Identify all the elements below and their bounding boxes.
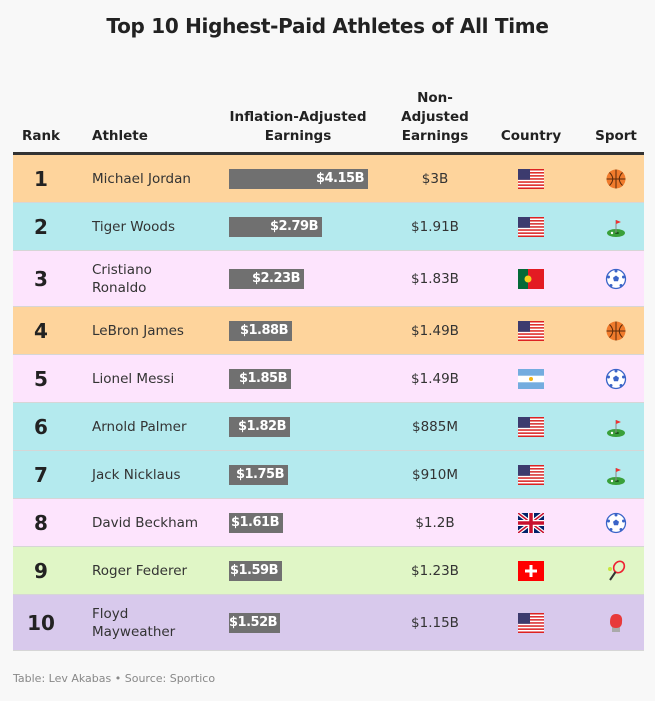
non-adjusted-earnings: $910M <box>411 466 458 483</box>
flag-gb-icon <box>516 510 546 535</box>
soccer-icon <box>605 512 627 534</box>
table-row: 7 Jack Nicklaus $1.75B $910M <box>13 451 644 499</box>
source-credit: Table: Lev Akabas • Source: Sportico <box>13 672 216 685</box>
table-row: 5 Lionel Messi $1.85B $1.49B <box>13 355 644 403</box>
tennis-icon <box>605 560 627 582</box>
flag-us-icon <box>518 464 544 485</box>
rank-cell: 8 <box>34 510 48 535</box>
athlete-name: Michael Jordan <box>92 170 191 187</box>
non-adjusted-earnings: $1.83B <box>411 270 459 287</box>
inflation-adjusted-bar: $2.79B <box>229 216 322 237</box>
flag-us-icon <box>518 416 544 437</box>
rank-cell: 10 <box>27 610 55 635</box>
header-rank: Rank <box>21 128 61 144</box>
table-row: 4 LeBron James $1.88B $1.49B <box>13 307 644 355</box>
golf-icon <box>605 216 627 238</box>
table-row: 3 Cristiano Ronaldo $2.23B $1.83B <box>13 251 644 307</box>
non-adjusted-earnings: $885M <box>411 418 458 435</box>
soccer-icon <box>605 368 627 390</box>
inflation-adjusted-bar: $1.82B <box>229 416 290 437</box>
inflation-adjusted-bar: $1.85B <box>229 368 291 389</box>
table-row: 2 Tiger Woods $2.79B $1.91B <box>13 203 644 251</box>
golf-icon <box>605 464 627 486</box>
boxing-icon <box>605 612 627 634</box>
inflation-adjusted-bar: $1.61B <box>229 512 283 533</box>
table-row: 9 Roger Federer $1.59B $1.23B <box>13 547 644 595</box>
inflation-adjusted-bar: $1.88B <box>229 320 292 341</box>
rank-cell: 4 <box>34 318 48 343</box>
inflation-adjusted-bar: $2.23B <box>229 268 304 289</box>
flag-us-icon <box>518 168 544 189</box>
athlete-name: Lionel Messi <box>92 370 175 387</box>
flag-ch-icon <box>518 560 544 581</box>
rank-cell: 1 <box>34 166 48 191</box>
rank-cell: 6 <box>34 414 48 439</box>
athlete-name: Tiger Woods <box>92 218 175 235</box>
header-athlete: Athlete <box>92 128 148 144</box>
inflation-adjusted-bar: $1.59B <box>229 560 282 581</box>
rank-cell: 7 <box>34 462 48 487</box>
rank-cell: 3 <box>34 266 48 291</box>
table-row: 8 David Beckham $1.61B $1.2B <box>13 499 644 547</box>
non-adjusted-earnings: $1.2B <box>415 514 455 531</box>
athlete-name: Arnold Palmer <box>92 418 187 435</box>
header-country: Country <box>500 128 562 144</box>
flag-us-icon <box>518 320 544 341</box>
athlete-name: LeBron James <box>92 322 184 339</box>
rank-cell: 5 <box>34 366 48 391</box>
table-body: 1 Michael Jordan $4.15B $3B 2 Tiger Woods $2.7… <box>13 155 644 651</box>
header-inflation-adjusted: Inflation-Adjusted Earnings <box>229 109 367 144</box>
table-header: Rank Athlete Inflation-Adjusted Earnings… <box>13 86 644 155</box>
rank-cell: 9 <box>34 558 48 583</box>
table-row: 10 Floyd Mayweather $1.52B $1.15B <box>13 595 644 651</box>
non-adjusted-earnings: $1.91B <box>411 218 459 235</box>
non-adjusted-earnings: $1.23B <box>411 562 459 579</box>
header-sport: Sport <box>595 128 637 144</box>
table-row: 6 Arnold Palmer $1.82B $885M <box>13 403 644 451</box>
non-adjusted-earnings: $1.49B <box>411 370 459 387</box>
inflation-adjusted-bar: $1.52B <box>229 612 280 633</box>
golf-icon <box>605 416 627 438</box>
flag-pt-icon <box>518 268 544 289</box>
inflation-adjusted-bar: $4.15B <box>229 168 368 189</box>
rank-cell: 2 <box>34 214 48 239</box>
athlete-name: Roger Federer <box>92 562 188 579</box>
inflation-adjusted-bar: $1.75B <box>229 464 288 485</box>
table-row: 1 Michael Jordan $4.15B $3B <box>13 155 644 203</box>
basketball-icon <box>605 168 627 190</box>
header-non-adjusted: Non-Adjusted Earnings <box>401 90 469 144</box>
chart-title: Top 10 Highest-Paid Athletes of All Time <box>106 14 549 38</box>
athlete-name: Jack Nicklaus <box>92 466 181 483</box>
athlete-name: David Beckham <box>92 514 199 531</box>
basketball-icon <box>605 320 627 342</box>
non-adjusted-earnings: $3B <box>421 170 449 187</box>
soccer-icon <box>605 268 627 290</box>
non-adjusted-earnings: $1.49B <box>411 322 459 339</box>
flag-us-icon <box>518 216 544 237</box>
flag-us-icon <box>518 612 544 633</box>
athlete-name: Floyd Mayweather <box>92 605 176 640</box>
athlete-name: Cristiano Ronaldo <box>92 261 152 296</box>
non-adjusted-earnings: $1.15B <box>411 614 459 631</box>
flag-ar-icon <box>518 368 544 389</box>
